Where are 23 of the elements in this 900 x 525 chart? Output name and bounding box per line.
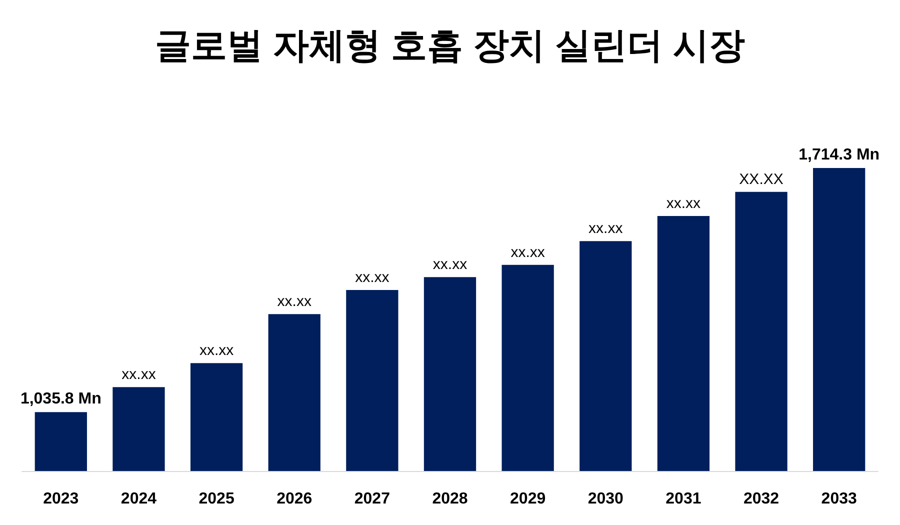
x-tick-label: 2024 — [120, 490, 157, 508]
data-label: xx.xx — [122, 366, 156, 384]
data-label: xx.xx — [199, 342, 234, 360]
data-label: xx.xx — [666, 194, 702, 212]
x-tick-label: 2032 — [743, 490, 780, 508]
x-tick-label: 2033 — [821, 490, 857, 508]
data-label: xx.xx — [277, 293, 312, 310]
x-tick-label: 2025 — [198, 490, 234, 508]
x-tick-label: 2027 — [354, 490, 390, 508]
chart-title: 글로벌 자체형 호흡 장치 실린더 시장 — [154, 24, 746, 66]
data-label: xx.xx — [510, 244, 546, 261]
data-label: XX.XX — [739, 170, 784, 188]
x-tick-label: 2026 — [276, 490, 312, 508]
data-label: 1,035.8 Mn — [20, 390, 102, 408]
data-label: 1,714.3 Mn — [798, 146, 880, 164]
data-label: xx.xx — [355, 269, 390, 286]
x-tick-label: 2030 — [588, 490, 624, 508]
data-label: xx.xx — [588, 220, 624, 238]
x-tick-label: 2031 — [666, 490, 702, 508]
x-tick-label: 2028 — [432, 490, 468, 508]
data-label: xx.xx — [432, 256, 468, 274]
x-tick-label: 2029 — [510, 490, 546, 508]
x-tick-label: 2023 — [43, 490, 79, 508]
